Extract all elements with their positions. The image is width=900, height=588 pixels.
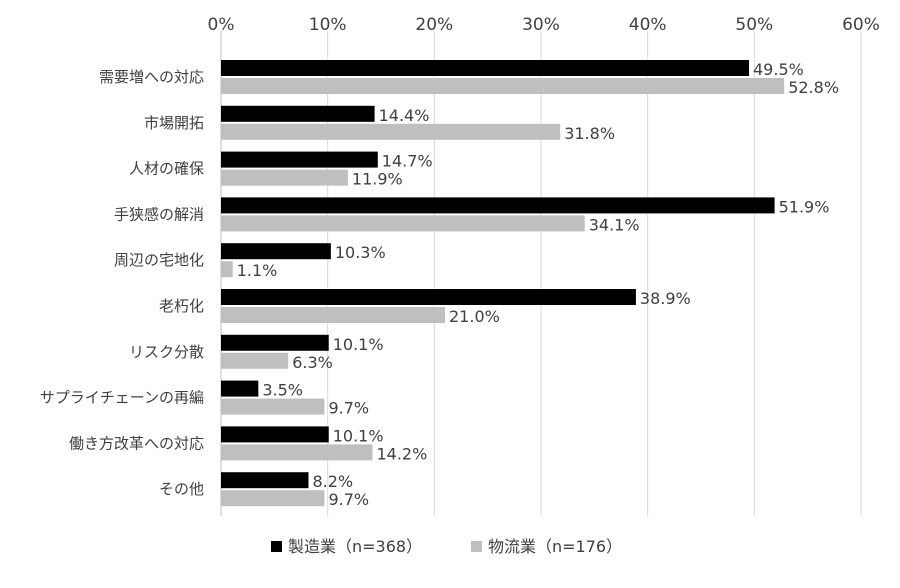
bar-manufacturing [221,151,378,168]
bar-manufacturing [221,426,329,443]
legend-swatch-manufacturing [271,541,282,552]
data-label: 34.1% [589,215,640,234]
category-label: リスク分散 [129,343,204,361]
data-label: 21.0% [449,307,500,326]
category-label: サプライチェーンの再編 [40,389,204,407]
x-tick-label: 0% [208,15,235,35]
x-tick-label: 40% [629,15,667,35]
category-label: 周辺の宅地化 [114,251,204,269]
bar-logistics [221,307,445,323]
data-label: 52.8% [788,78,839,97]
category-label: 手狭感の解消 [114,205,204,223]
bar-logistics [221,123,561,140]
bar-logistics [221,261,233,278]
category-label: 働き方改革への対応 [69,434,204,452]
data-label: 14.7% [382,152,433,171]
data-label: 1.1% [237,261,278,280]
data-label: 31.8% [564,124,615,143]
category-label: 市場開拓 [144,114,204,132]
data-label: 8.2% [312,472,353,491]
bar-logistics [221,490,325,507]
data-label: 9.7% [328,399,369,418]
bar-manufacturing [221,105,375,122]
bar-manufacturing [221,380,259,397]
bar-logistics [221,78,785,94]
bar-logistics [221,444,373,461]
legend-swatch-logistics [471,541,482,552]
bar-logistics [221,215,585,232]
data-label: 49.5% [753,60,804,79]
category-label: その他 [159,480,204,498]
data-label: 3.5% [262,381,303,400]
data-label: 10.1% [333,335,384,354]
x-tick-label: 20% [415,15,453,35]
bar-manufacturing [221,334,329,351]
data-label: 51.9% [779,197,830,216]
data-label: 11.9% [352,170,403,189]
data-label: 6.3% [292,353,333,372]
bar-logistics [221,398,325,415]
bar-logistics [221,169,348,186]
bar-manufacturing [221,289,636,305]
data-label: 10.3% [335,243,386,262]
bar-manufacturing [221,243,331,260]
x-tick-label: 50% [735,15,773,35]
data-label: 14.4% [379,106,430,125]
data-label: 9.7% [328,490,369,509]
data-label: 14.2% [376,444,427,463]
category-label: 老朽化 [159,297,204,315]
x-tick-label: 60% [842,15,880,35]
x-tick-label: 10% [309,15,347,35]
bar-manufacturing [221,472,309,489]
bar-manufacturing [221,60,749,76]
legend-label-logistics: 物流業（n=176） [488,537,622,556]
category-label: 人材の確保 [129,160,204,178]
data-label: 10.1% [333,426,384,445]
bar-logistics [221,352,289,369]
data-label: 38.9% [640,289,691,308]
bar-manufacturing [221,197,775,214]
x-tick-label: 30% [522,15,560,35]
legend-label-manufacturing: 製造業（n=368） [288,537,422,556]
category-label: 需要増への対応 [99,68,204,86]
